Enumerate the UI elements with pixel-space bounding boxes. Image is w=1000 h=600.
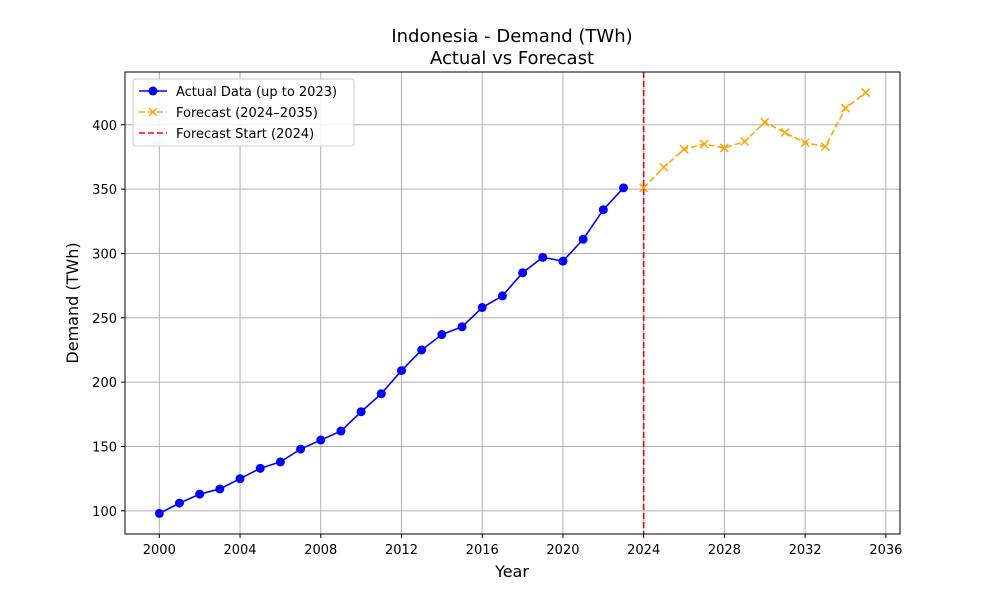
x-tick-label: 2012 — [385, 543, 418, 558]
data-point — [578, 234, 588, 244]
plot-area — [154, 72, 871, 534]
data-point-stroke — [800, 138, 810, 148]
data-point — [215, 484, 225, 494]
x-tick-label: 2004 — [223, 543, 256, 558]
legend: Actual Data (up to 2023) Forecast (2024–2… — [132, 78, 355, 147]
data-point-stroke — [639, 183, 649, 193]
y-tick-label: 400 — [92, 119, 117, 134]
legend-label: Forecast (2024–2035) — [176, 106, 318, 121]
legend-marker — [148, 86, 158, 96]
data-point — [316, 435, 326, 445]
chart-subtitle: Actual vs Forecast — [430, 48, 594, 69]
chart-title: Indonesia - Demand (TWh) — [391, 26, 632, 47]
data-point — [840, 103, 851, 113]
data-point-stroke — [679, 144, 689, 154]
grid — [125, 72, 900, 534]
data-point — [639, 183, 649, 193]
data-point — [538, 252, 548, 262]
data-point — [820, 142, 830, 152]
data-point — [255, 463, 265, 473]
data-point — [296, 444, 306, 454]
y-tick-label: 200 — [92, 376, 117, 391]
legend-label: Actual Data (up to 2023) — [176, 85, 337, 100]
x-tick-label: 2020 — [546, 543, 579, 558]
data-point — [195, 489, 205, 499]
ticks: 2000 2004 2008 2012 2016 2020 2024 2028 2032 2036… — [92, 119, 902, 558]
data-point — [699, 139, 709, 149]
x-tick-label: 2028 — [708, 543, 741, 558]
data-point-stroke — [780, 127, 790, 138]
data-point — [518, 268, 528, 278]
y-tick-label: 250 — [92, 312, 117, 327]
y-tick-label: 150 — [92, 440, 117, 455]
data-point-stroke — [840, 103, 851, 113]
data-point-stroke — [861, 88, 871, 98]
x-tick-label: 2024 — [627, 543, 660, 558]
data-point — [800, 138, 810, 148]
data-point — [719, 143, 729, 153]
data-point-stroke — [659, 162, 669, 172]
data-point — [457, 322, 467, 332]
data-point — [275, 457, 285, 467]
data-point-stroke — [740, 136, 750, 147]
x-tick-label: 2008 — [304, 543, 337, 558]
x-tick-label: 2016 — [466, 543, 499, 558]
data-point — [376, 389, 386, 399]
data-point — [598, 205, 608, 215]
legend-box — [132, 78, 355, 147]
legend-label: Forecast Start (2024) — [176, 127, 314, 142]
data-point-stroke — [719, 143, 729, 153]
data-point-stroke — [699, 139, 709, 149]
data-point — [396, 366, 406, 376]
legend-marker-stroke — [148, 107, 158, 117]
data-point — [417, 345, 427, 355]
y-tick-label: 300 — [92, 247, 117, 262]
data-point — [679, 144, 689, 154]
data-point — [659, 162, 669, 172]
data-point — [558, 256, 568, 266]
data-point — [154, 508, 164, 518]
series-line-forecast — [643, 91, 867, 189]
y-axis-label: Demand (TWh) — [63, 242, 82, 363]
x-axis-label: Year — [494, 562, 529, 581]
data-point — [861, 88, 871, 98]
plot-frame — [124, 71, 901, 535]
x-tick-label: 2036 — [869, 543, 902, 558]
data-point — [437, 330, 447, 340]
data-point-stroke — [820, 142, 830, 152]
data-point — [780, 127, 790, 138]
data-point — [235, 474, 245, 484]
data-point — [760, 117, 770, 127]
x-tick-label: 2000 — [143, 543, 176, 558]
legend-marker — [148, 107, 158, 117]
data-point-stroke — [760, 117, 770, 127]
data-point — [174, 498, 184, 508]
data-point — [477, 303, 487, 313]
data-point — [336, 426, 346, 436]
data-point — [356, 407, 366, 417]
x-tick-label: 2032 — [789, 543, 822, 558]
y-tick-label: 350 — [92, 183, 117, 198]
data-point — [619, 183, 629, 193]
data-point — [740, 136, 750, 147]
y-tick-label: 100 — [92, 505, 117, 520]
series-line-actual — [158, 187, 625, 515]
data-point — [497, 291, 507, 301]
